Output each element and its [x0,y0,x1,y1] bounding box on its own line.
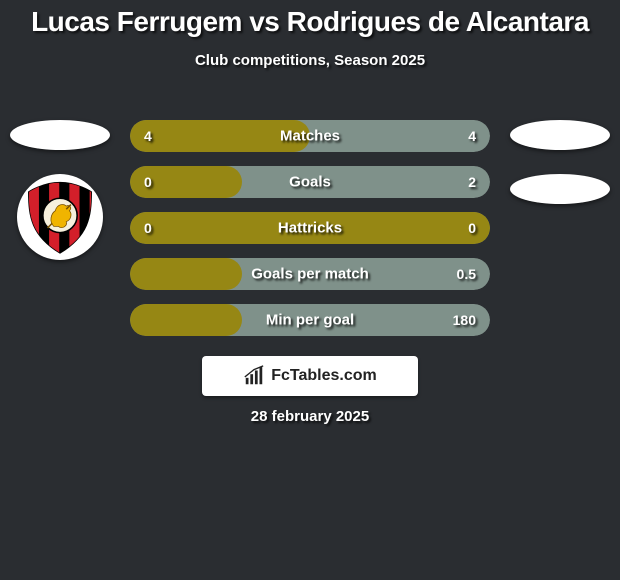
stat-row: Goals per match 0.5 [130,258,490,290]
player-ellipse-right [510,120,610,150]
chart-bars-icon [243,365,265,387]
page-title: Lucas Ferrugem vs Rodrigues de Alcantara [0,0,620,38]
brand-box[interactable]: FcTables.com [202,356,418,396]
left-column [5,120,115,260]
comparison-card: Lucas Ferrugem vs Rodrigues de Alcantara… [0,0,620,580]
stat-label: Hattricks [278,220,342,237]
stat-label: Goals [289,174,331,191]
stat-label: Matches [280,128,340,145]
stat-value-right: 0.5 [457,266,476,282]
club-ellipse-right [510,174,610,204]
stat-rows: Matches 4 4 Goals 0 2 Hattricks 0 0 Goals per mat… [130,120,490,336]
subtitle: Club competitions, Season 2025 [0,52,620,69]
stat-row: Goals 0 2 [130,166,490,198]
brand-text: FcTables.com [271,367,377,385]
date-line: 28 february 2025 [0,408,620,425]
stat-row-fill [130,258,242,290]
stat-value-left: 0 [144,174,152,190]
right-column [505,120,615,204]
stat-value-right: 0 [468,220,476,236]
player-ellipse-left [10,120,110,150]
stat-row-fill [130,304,242,336]
stat-value-right: 4 [468,128,476,144]
shield-icon [21,178,99,256]
stat-value-right: 180 [453,312,476,328]
club-badge-left [17,174,103,260]
stat-row: Hattricks 0 0 [130,212,490,244]
stat-value-left: 4 [144,128,152,144]
stat-value-right: 2 [468,174,476,190]
stat-row: Min per goal 180 [130,304,490,336]
stat-label: Min per goal [266,312,354,329]
stat-row: Matches 4 4 [130,120,490,152]
stat-label: Goals per match [251,266,369,283]
stat-value-left: 0 [144,220,152,236]
